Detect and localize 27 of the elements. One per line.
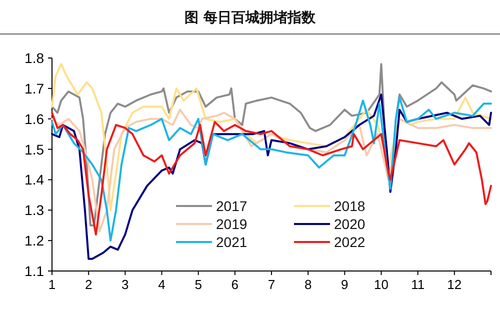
y-tick-label: 1.3 — [24, 202, 44, 218]
x-tick-label: 6 — [231, 277, 239, 292]
y-tick-label: 1.6 — [24, 110, 44, 127]
x-tick-label: 2 — [84, 277, 92, 292]
legend-label: 2022 — [334, 234, 366, 250]
x-tick-label: 1 — [48, 277, 56, 292]
legend-label: 2019 — [216, 216, 248, 232]
x-tick-label: 4 — [158, 277, 166, 292]
x-tick-label: 7 — [268, 277, 276, 292]
x-tick-label: 5 — [194, 277, 202, 292]
x-tick-label: 12 — [447, 277, 462, 292]
y-tick-label: 1.4 — [24, 172, 44, 188]
y-tick-label: 1.5 — [24, 141, 44, 158]
legend-label: 2018 — [334, 198, 366, 214]
x-tick-label: 8 — [304, 277, 312, 292]
x-tick-label: 9 — [341, 277, 348, 292]
y-tick-label: 1.7 — [24, 80, 44, 96]
y-tick-label: 1.8 — [24, 50, 44, 66]
y-tick-label: 1.1 — [24, 263, 44, 279]
x-tick-label: 10 — [374, 277, 388, 292]
x-tick-label: 11 — [411, 277, 425, 292]
legend-label: 2017 — [216, 198, 248, 214]
chart-title: 图 每日百城拥堵指数 — [184, 10, 316, 26]
y-tick-label: 1.2 — [24, 232, 44, 249]
legend-label: 2021 — [216, 234, 248, 250]
x-tick-label: 3 — [122, 277, 129, 292]
legend-label: 2020 — [334, 216, 366, 232]
